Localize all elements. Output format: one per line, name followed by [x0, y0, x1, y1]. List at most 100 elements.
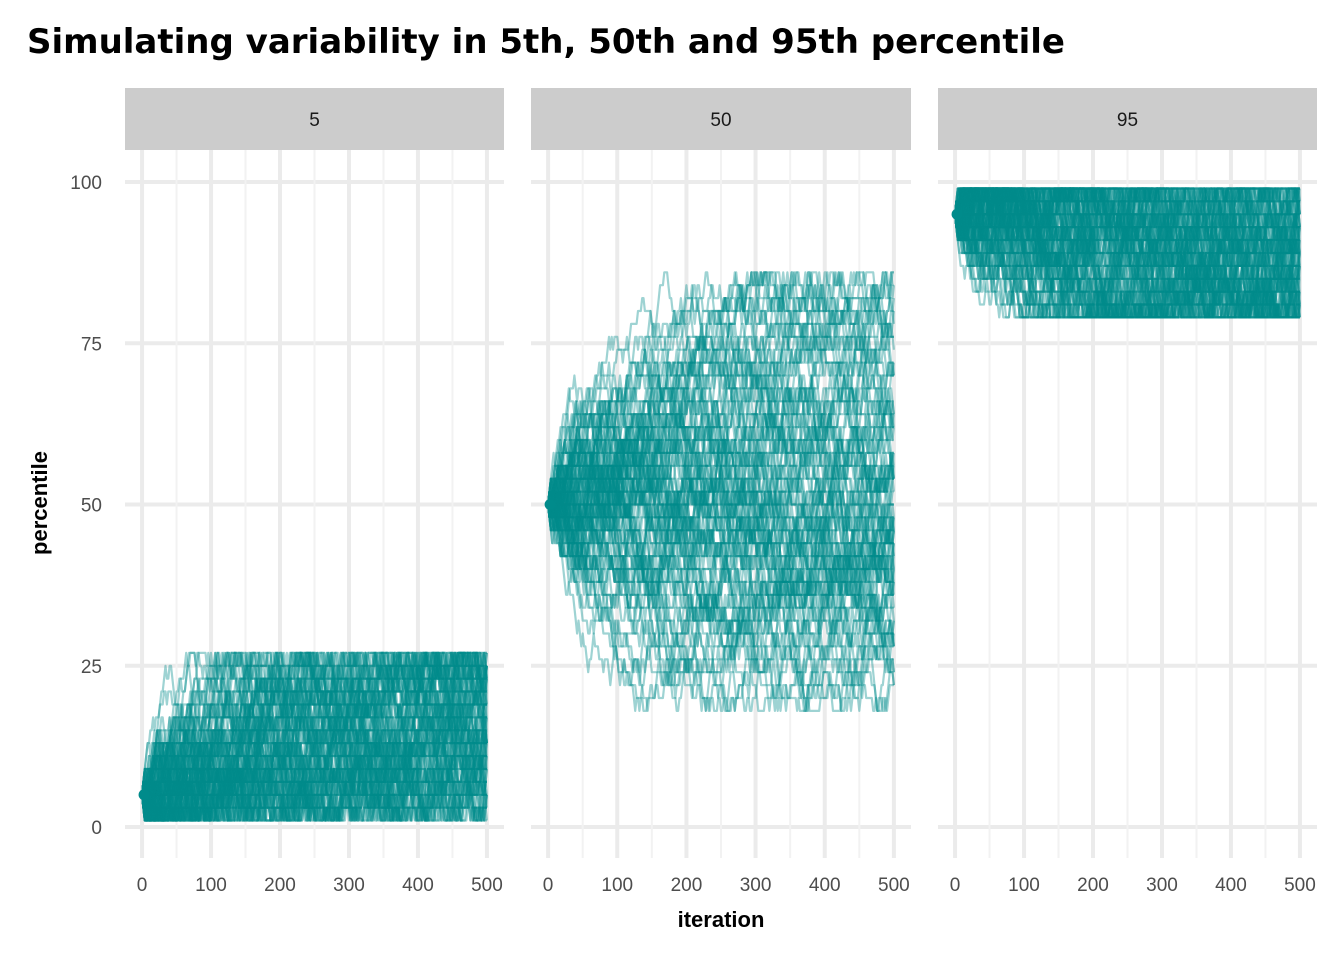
chart-title: Simulating variability in 5th, 50th and …	[27, 22, 1065, 62]
walk-series	[547, 490, 895, 622]
walk-series	[955, 187, 1300, 319]
walk-series	[141, 651, 487, 822]
walk-series	[954, 187, 1300, 319]
walk-series	[142, 651, 487, 822]
x-tick-label: 500	[1284, 875, 1316, 896]
x-tick-label: 300	[1146, 875, 1178, 896]
walk-series	[548, 438, 895, 583]
walk-series	[955, 187, 1301, 319]
walk-series	[547, 387, 894, 519]
walk-series	[548, 309, 895, 571]
walk-series	[954, 187, 1301, 319]
x-tick-label: 100	[1008, 875, 1040, 896]
x-tick-label: 200	[671, 875, 703, 896]
walk-series	[142, 703, 487, 822]
walk-series	[547, 387, 894, 558]
walk-series	[141, 703, 487, 822]
walk-series	[955, 187, 1300, 319]
walk-series	[141, 651, 488, 822]
walk-series	[955, 187, 1301, 319]
walk-series	[142, 703, 487, 822]
walk-series	[548, 348, 895, 595]
walk-series	[548, 362, 895, 609]
walk-series	[142, 651, 487, 822]
walk-series	[954, 187, 1301, 319]
walk-series	[141, 651, 488, 822]
walk-series	[141, 677, 488, 822]
walk-series	[547, 490, 895, 700]
walk-series	[548, 464, 895, 648]
walk-series	[955, 187, 1301, 319]
walk-series	[141, 703, 488, 822]
walk-series	[547, 490, 895, 674]
walk-series	[548, 335, 894, 506]
walk-series	[141, 716, 488, 822]
walk-series	[547, 451, 894, 712]
walk-series	[141, 651, 487, 822]
walk-series	[142, 703, 487, 822]
walk-series	[141, 690, 487, 822]
walk-series	[547, 271, 894, 519]
walk-series	[547, 490, 895, 700]
walk-series	[954, 187, 1300, 267]
walk-series	[547, 413, 894, 558]
walk-series	[547, 374, 895, 545]
walk-series	[548, 503, 895, 609]
walk-series	[141, 651, 487, 822]
walk-series	[954, 187, 1301, 293]
walk-series	[142, 651, 488, 822]
walk-series	[954, 187, 1300, 280]
y-tick-label: 50	[81, 496, 102, 517]
walk-series	[548, 426, 894, 596]
walk-series	[547, 451, 895, 712]
walk-series	[955, 213, 1301, 319]
walk-series	[548, 451, 894, 596]
walk-series	[955, 187, 1301, 306]
walk-series	[142, 716, 488, 822]
walk-series	[954, 187, 1300, 319]
facet-strip-label: 5	[309, 110, 320, 131]
walk-series	[548, 271, 894, 519]
walk-series	[141, 651, 487, 809]
walk-series	[954, 187, 1301, 306]
walk-series	[954, 187, 1301, 319]
y-tick-label: 25	[81, 657, 102, 678]
walk-series	[954, 187, 1300, 293]
walk-series	[954, 187, 1301, 319]
walk-series	[141, 651, 488, 822]
walk-series	[954, 187, 1300, 319]
walk-series	[547, 464, 894, 687]
walk-series	[547, 284, 894, 571]
walk-series	[548, 451, 895, 583]
x-tick-label: 0	[543, 875, 554, 896]
y-tick-label: 75	[81, 334, 102, 355]
walk-series	[547, 426, 894, 648]
walk-series	[954, 187, 1301, 280]
walk-series	[141, 651, 487, 822]
walk-series	[954, 187, 1300, 319]
walk-lines	[138, 651, 488, 822]
walk-series	[141, 651, 488, 809]
facet-panel-95: 95 0 100 200 300 400 500	[938, 88, 1317, 896]
x-tick-label: 500	[471, 875, 503, 896]
walk-series	[955, 187, 1300, 319]
walk-series	[141, 651, 487, 822]
facet-strip-label: 50	[710, 110, 731, 131]
x-tick-label: 500	[878, 875, 910, 896]
walk-series	[547, 438, 895, 635]
walk-series	[954, 187, 1300, 319]
walk-series	[955, 200, 1300, 319]
walk-series	[142, 677, 487, 822]
walk-series	[954, 187, 1301, 319]
facet-panel-5: 5 0 100 200 300 400 500	[125, 88, 504, 896]
walk-series	[548, 451, 895, 661]
walk-series	[141, 703, 487, 809]
walk-series	[548, 374, 894, 558]
walk-series	[548, 271, 894, 571]
walk-lines	[544, 271, 895, 712]
walk-series	[141, 651, 487, 822]
walk-series	[955, 187, 1300, 319]
walk-series	[141, 754, 487, 822]
walk-series	[547, 335, 895, 571]
walk-series	[141, 651, 487, 809]
